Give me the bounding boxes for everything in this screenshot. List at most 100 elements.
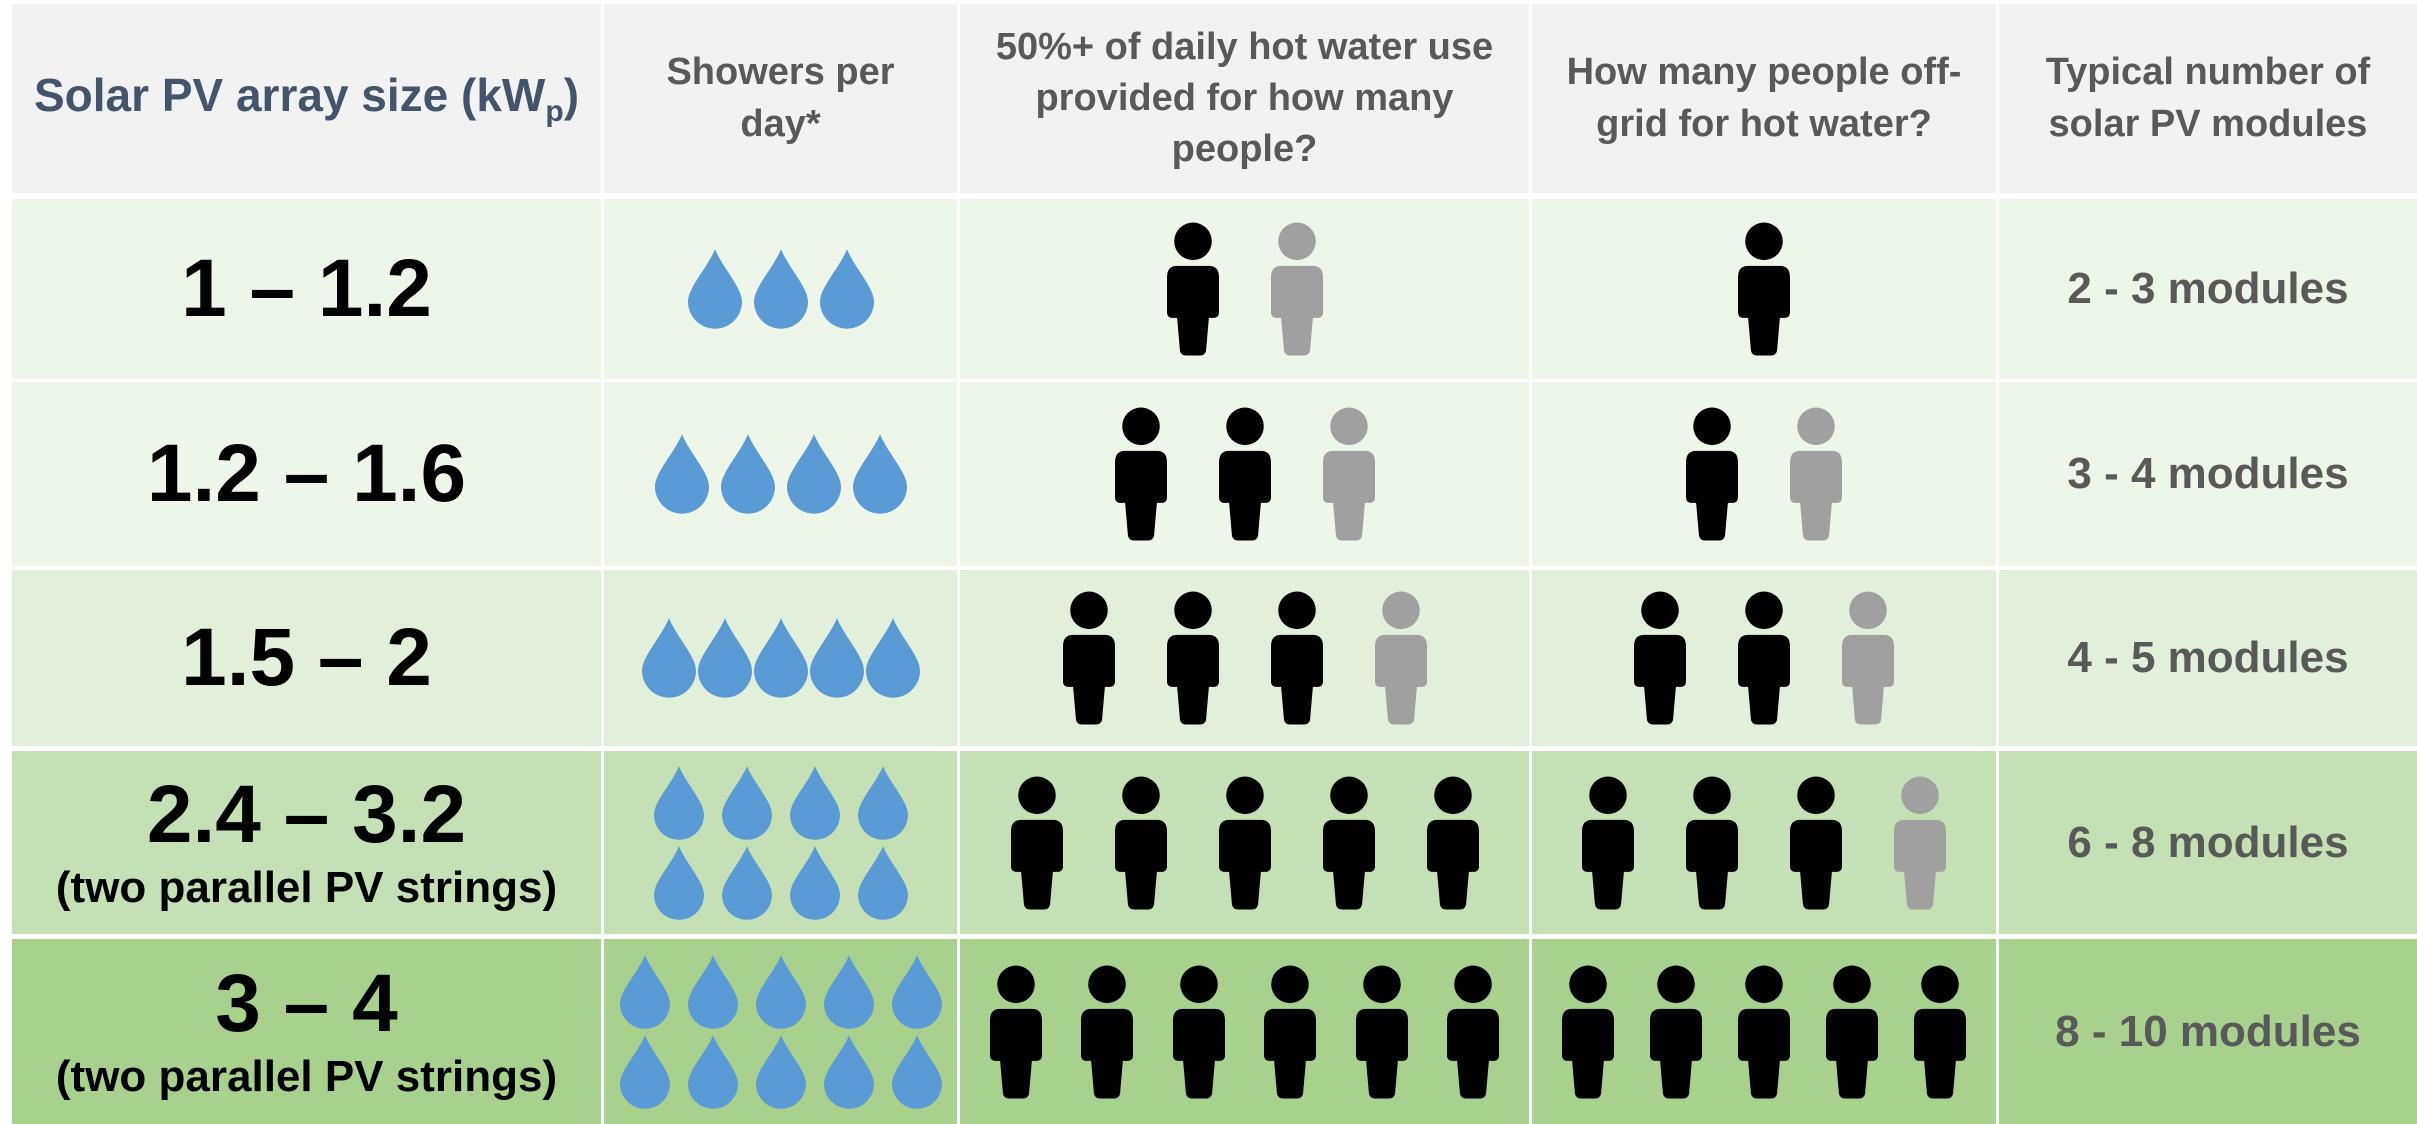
people-group (1166, 221, 1323, 357)
person-icon (1686, 776, 1738, 909)
person-icon (1172, 965, 1225, 1098)
drop-icon (789, 765, 840, 840)
drop-icon (687, 249, 742, 329)
person-icon (1738, 591, 1790, 725)
people-full (1634, 590, 1790, 726)
drop-icon (755, 954, 806, 1029)
size-cell: 3 – 4 (two parallel PV strings) (12, 939, 601, 1124)
drop-icon (619, 954, 670, 1029)
people-partial (1894, 775, 1946, 911)
person-icon (1894, 776, 1946, 909)
person-icon (1738, 965, 1790, 1098)
drop-icon (789, 845, 840, 920)
drop-icon (823, 1034, 874, 1109)
drop-icon (653, 845, 704, 920)
people-full (1114, 406, 1271, 542)
showers-cell (604, 382, 957, 566)
person-icon (1166, 222, 1219, 356)
person-icon (1582, 776, 1634, 909)
people-group (1582, 775, 1946, 911)
size-range: 2.4 – 3.2 (146, 769, 467, 861)
person-icon (1062, 591, 1115, 725)
size-cell: 2.4 – 3.2 (two parallel PV strings) (12, 751, 601, 934)
header-cell: Typical number of solar PV modules (1999, 4, 2417, 193)
size-range: 1.5 – 2 (181, 611, 432, 703)
person-icon (1010, 776, 1063, 909)
person-icon (1686, 407, 1738, 541)
header-text: Showers per day* (666, 51, 895, 145)
modules-text: 6 - 8 modules (2067, 817, 2349, 867)
modules-cell: 2 - 3 modules (1999, 199, 2417, 379)
people-full (1062, 590, 1323, 726)
drop-icon (654, 434, 709, 514)
half-cell (960, 751, 1529, 934)
showers-cell (604, 939, 957, 1124)
drop-icon (753, 618, 808, 698)
drop-group (641, 618, 920, 698)
header-text: Solar PV array size (kW (34, 69, 546, 122)
people-partial (1270, 221, 1323, 357)
people-partial (1374, 590, 1427, 726)
showers-cell (604, 751, 957, 934)
people-group (1062, 590, 1427, 726)
person-icon (1218, 407, 1271, 541)
half-cell (960, 199, 1529, 379)
person-icon (1166, 591, 1219, 725)
person-icon (1355, 965, 1408, 1098)
header-cell: How many people off-grid for hot water? (1532, 4, 1996, 193)
showers-cell (604, 199, 957, 379)
offgrid-cell (1532, 939, 1996, 1124)
drop-icon (891, 1034, 942, 1109)
drop-icon (721, 845, 772, 920)
modules-cell: 3 - 4 modules (1999, 382, 2417, 566)
header-title: Solar PV array size (kWp) (34, 64, 579, 133)
showers-cell (604, 570, 957, 746)
people-partial (1790, 406, 1842, 542)
person-icon (1446, 965, 1499, 1098)
offgrid-cell (1532, 570, 1996, 746)
offgrid-cell (1532, 382, 1996, 566)
people-partial (1842, 590, 1894, 726)
drop-group (653, 765, 908, 920)
drop-icon (865, 618, 920, 698)
people-full (1010, 775, 1479, 911)
person-icon (1218, 776, 1271, 909)
people-group (1738, 221, 1790, 357)
header-cell: Solar PV array size (kWp) (12, 4, 601, 193)
people-group (1010, 775, 1479, 911)
modules-text: 4 - 5 modules (2067, 633, 2349, 682)
person-icon (1322, 776, 1375, 909)
modules-cell: 4 - 5 modules (1999, 570, 2417, 746)
drop-icon (641, 618, 696, 698)
people-group (1634, 590, 1894, 726)
modules-cell: 8 - 10 modules (1999, 939, 2417, 1124)
person-icon (1264, 965, 1317, 1098)
size-range: 3 – 4 (215, 958, 398, 1050)
people-group (1686, 406, 1842, 542)
header-subscript: p (545, 95, 564, 129)
drop-icon (755, 1034, 806, 1109)
person-icon (1374, 591, 1427, 725)
drop-icon (653, 765, 704, 840)
people-group (990, 964, 1499, 1100)
size-cell: 1.2 – 1.6 (12, 382, 601, 566)
person-icon (1842, 591, 1894, 725)
drop-icon (720, 434, 775, 514)
people-full (1686, 406, 1738, 542)
person-icon (1826, 965, 1878, 1098)
person-icon (1426, 776, 1479, 909)
drop-icon (721, 765, 772, 840)
drop-icon (891, 954, 942, 1029)
people-full (1166, 221, 1219, 357)
drop-icon (687, 1034, 738, 1109)
person-icon (990, 965, 1043, 1098)
drop-group (687, 249, 874, 329)
drop-icon (786, 434, 841, 514)
modules-cell: 6 - 8 modules (1999, 751, 2417, 934)
person-icon (1114, 776, 1167, 909)
person-icon (1114, 407, 1167, 541)
person-icon (1650, 965, 1702, 1098)
people-full (1582, 775, 1842, 911)
people-group (1114, 406, 1375, 542)
size-cell: 1.5 – 2 (12, 570, 601, 746)
